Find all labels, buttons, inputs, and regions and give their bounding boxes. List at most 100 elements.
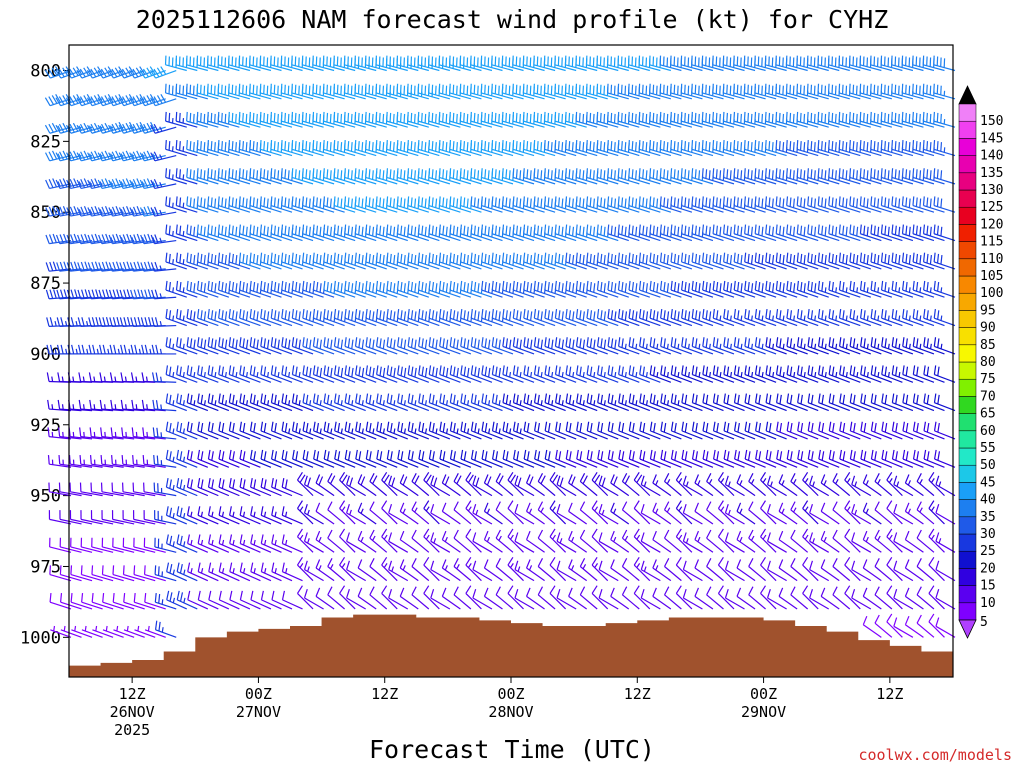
wind-barb <box>591 471 609 497</box>
wind-barb <box>100 482 124 497</box>
wind-barb <box>281 534 303 553</box>
colorbar-label: 85 <box>980 338 996 353</box>
wind-barb <box>303 503 324 525</box>
wind-barb <box>87 233 114 245</box>
wind-barb <box>58 482 82 497</box>
wind-barb <box>249 337 272 355</box>
wind-barb <box>79 427 103 440</box>
wind-barb <box>430 532 451 553</box>
colorbar-swatch <box>958 499 977 518</box>
wind-barb <box>218 562 240 582</box>
wind-barb <box>59 537 82 553</box>
wind-barb <box>491 365 514 383</box>
wind-barb <box>87 150 114 162</box>
wind-barb <box>197 590 219 610</box>
wind-barb <box>682 532 703 553</box>
wind-barb <box>430 560 451 582</box>
wind-barb <box>418 337 440 355</box>
wind-barb <box>514 532 535 553</box>
wind-barb <box>481 393 503 412</box>
wind-barb <box>70 537 93 553</box>
wind-barb <box>249 168 272 185</box>
colorbar-label: 30 <box>980 527 996 542</box>
wind-barb <box>121 427 145 440</box>
wind-barb <box>186 168 208 185</box>
colorbar-label: 95 <box>980 303 996 318</box>
wind-barb <box>418 365 440 383</box>
colorbar-label: 145 <box>980 131 1003 146</box>
wind-barb <box>460 421 482 440</box>
wind-barb <box>388 589 409 610</box>
wind-barb <box>80 537 103 553</box>
wind-barb <box>45 233 72 245</box>
wind-barb <box>139 206 166 217</box>
wind-barb <box>449 224 472 242</box>
wind-barb <box>346 503 366 525</box>
wind-barb <box>621 501 640 525</box>
wind-barb <box>333 365 356 383</box>
wind-barb <box>132 454 156 468</box>
wind-barb <box>549 528 567 553</box>
wind-barb <box>649 365 672 383</box>
wind-barb <box>303 560 324 582</box>
wind-barb <box>628 83 650 100</box>
wind-barb <box>47 399 72 412</box>
wind-barb <box>537 529 556 553</box>
wind-barb <box>281 337 303 355</box>
colorbar-swatch <box>958 550 977 569</box>
wind-barb <box>77 289 103 300</box>
wind-barb <box>260 506 282 525</box>
colorbar-label: 70 <box>980 389 996 404</box>
wind-barb <box>45 261 72 272</box>
wind-barb <box>533 365 556 383</box>
wind-barb <box>597 449 619 468</box>
wind-barb <box>375 337 398 355</box>
wind-barb <box>208 506 230 525</box>
wind-barb <box>303 532 324 553</box>
wind-barb <box>554 365 577 383</box>
wind-barb <box>131 399 156 412</box>
wind-barb <box>502 365 524 383</box>
wind-barb <box>108 233 135 245</box>
wind-barb <box>369 529 388 553</box>
wind-barb <box>108 150 135 162</box>
wind-barb <box>334 449 356 468</box>
wind-barb <box>47 454 72 468</box>
wind-barb <box>48 510 72 525</box>
wind-barb <box>144 625 166 638</box>
wind-barb <box>271 562 293 582</box>
wind-barb <box>344 421 366 440</box>
wind-barb <box>365 280 387 298</box>
wind-barb <box>935 532 956 553</box>
wind-barb <box>399 474 419 497</box>
wind-barb <box>323 337 345 355</box>
colorbar-label: 35 <box>980 510 996 525</box>
wind-barb <box>472 589 493 610</box>
wind-barb <box>556 589 577 610</box>
wind-barb <box>187 534 209 553</box>
wind-barb <box>110 427 135 440</box>
wind-barb <box>465 500 482 525</box>
wind-barb <box>91 592 114 610</box>
wind-barb <box>176 449 198 468</box>
wind-barb <box>281 421 303 440</box>
wind-barb <box>575 196 598 213</box>
wind-barb <box>649 337 672 355</box>
wind-barb <box>81 625 103 638</box>
wind-barb <box>659 280 682 298</box>
wind-barb <box>428 449 451 468</box>
wind-barb <box>165 280 187 298</box>
wind-barb <box>586 365 608 383</box>
wind-barb <box>315 502 335 525</box>
wind-barb <box>598 589 619 610</box>
wind-barb <box>291 365 314 383</box>
wind-barb <box>491 309 514 327</box>
wind-barb <box>386 449 408 468</box>
wind-barb <box>186 393 209 412</box>
wind-barb <box>228 478 251 497</box>
wind-barb <box>376 393 398 412</box>
wind-barb <box>565 309 587 327</box>
wind-barb <box>418 449 440 468</box>
wind-barb <box>142 454 166 468</box>
wind-barb <box>68 454 93 468</box>
